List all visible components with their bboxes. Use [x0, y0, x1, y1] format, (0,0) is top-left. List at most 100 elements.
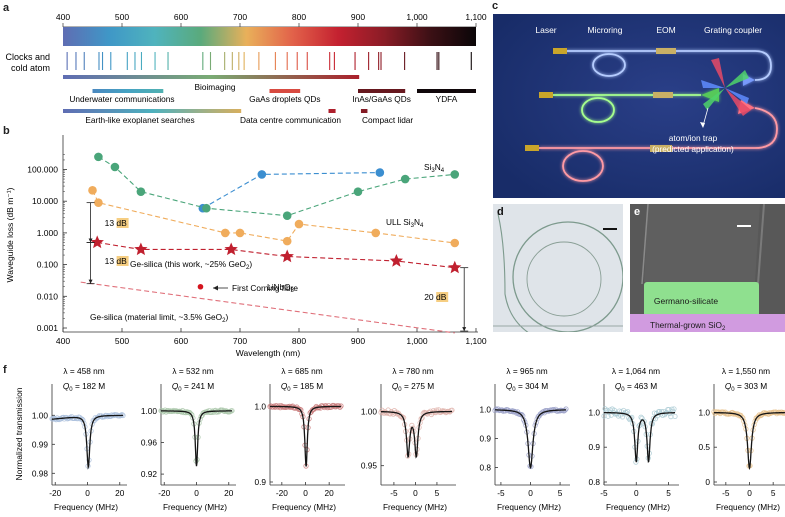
measured-data-point — [671, 406, 677, 412]
f-xlabel: Frequency (MHz) — [163, 502, 227, 512]
fit-curve — [269, 405, 341, 467]
lambda-label: λ = 685 nm — [281, 366, 322, 376]
data-point — [282, 211, 292, 220]
series-line — [92, 190, 455, 244]
fit-curve — [713, 411, 785, 471]
b-x-tick-label: 600 — [174, 336, 188, 346]
f-x-tick-label: 20 — [115, 488, 125, 498]
application-label: GaAs droplets QDs — [249, 94, 320, 104]
data-point — [197, 283, 204, 290]
data-point — [94, 152, 103, 162]
b-x-tick-label: 700 — [233, 336, 247, 346]
q-factor-label: Q0 = 303 M — [725, 381, 767, 393]
data-point — [371, 228, 381, 238]
data-point — [257, 170, 267, 179]
data-point — [294, 219, 304, 229]
panel-label-b: b — [3, 125, 10, 137]
star-marker — [448, 260, 462, 274]
eom-green — [653, 92, 673, 98]
lambda-label: λ = 458 nm — [63, 366, 104, 376]
f-xlabel: Frequency (MHz) — [716, 502, 780, 512]
resonance-subplot: λ = 532 nm Q0 = 241 M 1.00 0.96 0.92-20 0 20 Fr… — [141, 366, 236, 512]
application-bar — [269, 89, 301, 93]
dB-arrowhead — [88, 238, 93, 243]
data-point — [353, 187, 363, 196]
application-label: Underwater communications — [69, 94, 174, 104]
f-ylabel: Normalized transmission — [14, 387, 24, 480]
f-y-tick-label: 0.5 — [698, 442, 710, 452]
dB-highlight — [116, 218, 129, 228]
panel-label-e: e — [634, 206, 641, 218]
measured-data-point — [650, 415, 656, 422]
b-ylabel: Waveguide loss (dB m⁻¹) — [5, 187, 15, 282]
panel-label-a: a — [3, 2, 10, 14]
f-y-tick-label: 1.0 — [479, 405, 491, 415]
f-x-tick-label: 0 — [303, 488, 308, 498]
b-x-tick-label: 800 — [292, 336, 306, 346]
b-x-tick-label: 400 — [56, 336, 70, 346]
q-factor-label: Q0 = 304 M — [506, 381, 548, 393]
application-bar — [63, 75, 360, 79]
b-x-tick-label: 1,100 — [465, 336, 487, 346]
lambda-label: λ = 1,064 nm — [612, 366, 660, 376]
lambda-label: λ = 1,550 nm — [722, 366, 770, 376]
series-line — [97, 241, 455, 269]
f-y-tick-label: 1.00 — [141, 406, 158, 416]
f-x-tick-label: 5 — [666, 488, 671, 498]
label-ge-silica-this-work: Ge-silica (this work, ~25% GeO2) — [130, 259, 252, 271]
bus-waveguide — [497, 213, 529, 332]
b-y-tick-label: 1.000 — [37, 228, 59, 238]
b-y-tick-label: 0.100 — [37, 260, 59, 270]
f-x-tick-label: 5 — [435, 488, 440, 498]
spectrum-bar — [63, 27, 476, 46]
a-tick-label: 500 — [115, 12, 129, 22]
f-x-tick-label: -5 — [722, 488, 730, 498]
f-x-tick-label: 5 — [771, 488, 776, 498]
f-x-tick-label: 0 — [194, 488, 199, 498]
panel-b-loss-chart: 400 500 600 700 800 900 1,000 1,100 0.001 0.010 0.… — [5, 135, 487, 358]
f-xlabel: Frequency (MHz) — [272, 502, 336, 512]
application-label: Compact lidar — [362, 115, 413, 125]
f-x-tick-label: -20 — [276, 488, 288, 498]
q-factor-label: Q0 = 463 M — [615, 381, 657, 393]
a-tick-label: 1,100 — [465, 12, 487, 22]
panel-e-sem-cross-section: Germano-silicate Thermal-grown SiO2 e — [630, 204, 785, 332]
star-marker — [90, 235, 104, 249]
panel-f-resonance-plots: Normalized transmission λ = 458 nm Q0 = 1… — [14, 366, 785, 512]
data-point — [220, 228, 230, 238]
f-x-tick-label: -20 — [158, 488, 170, 498]
laser-coupler-green — [539, 92, 553, 98]
measured-data-point — [119, 412, 125, 418]
measured-data-point — [641, 418, 647, 424]
f-xlabel: Frequency (MHz) — [54, 502, 118, 512]
label-grating-coupler: Grating coupler — [704, 25, 762, 35]
application-bar — [328, 109, 336, 113]
lambda-label: λ = 532 nm — [172, 366, 213, 376]
application-bar — [417, 89, 476, 93]
f-x-tick-label: 20 — [325, 488, 335, 498]
measured-data-point — [449, 407, 455, 413]
germano-silicate-core — [644, 282, 759, 318]
measured-data-point — [741, 418, 747, 424]
blue-microring — [592, 53, 626, 77]
f-y-tick-label: 0 — [705, 477, 710, 487]
application-bar — [360, 109, 368, 113]
f-x-tick-label: 0 — [413, 488, 418, 498]
f-x-tick-label: 0 — [528, 488, 533, 498]
label-eom: EOM — [656, 25, 675, 35]
f-y-tick-label: 0.9 — [479, 434, 491, 444]
sio2-substrate — [630, 314, 785, 332]
application-label: Earth-like exoplanet searches — [85, 115, 194, 125]
q-factor-label: Q0 = 241 M — [172, 381, 214, 393]
data-point — [94, 198, 103, 207]
fit-curve — [161, 410, 232, 467]
b-y-tick-label: 0.001 — [37, 323, 59, 333]
data-point — [202, 203, 211, 213]
series-line — [98, 156, 455, 217]
a-tick-label: 400 — [56, 12, 70, 22]
f-y-tick-label: 1.0 — [254, 401, 266, 411]
f-y-tick-label: 1.00 — [32, 410, 49, 420]
application-label: YDFA — [436, 94, 458, 104]
star-marker — [134, 242, 148, 256]
application-label: Bioimaging — [194, 82, 235, 92]
